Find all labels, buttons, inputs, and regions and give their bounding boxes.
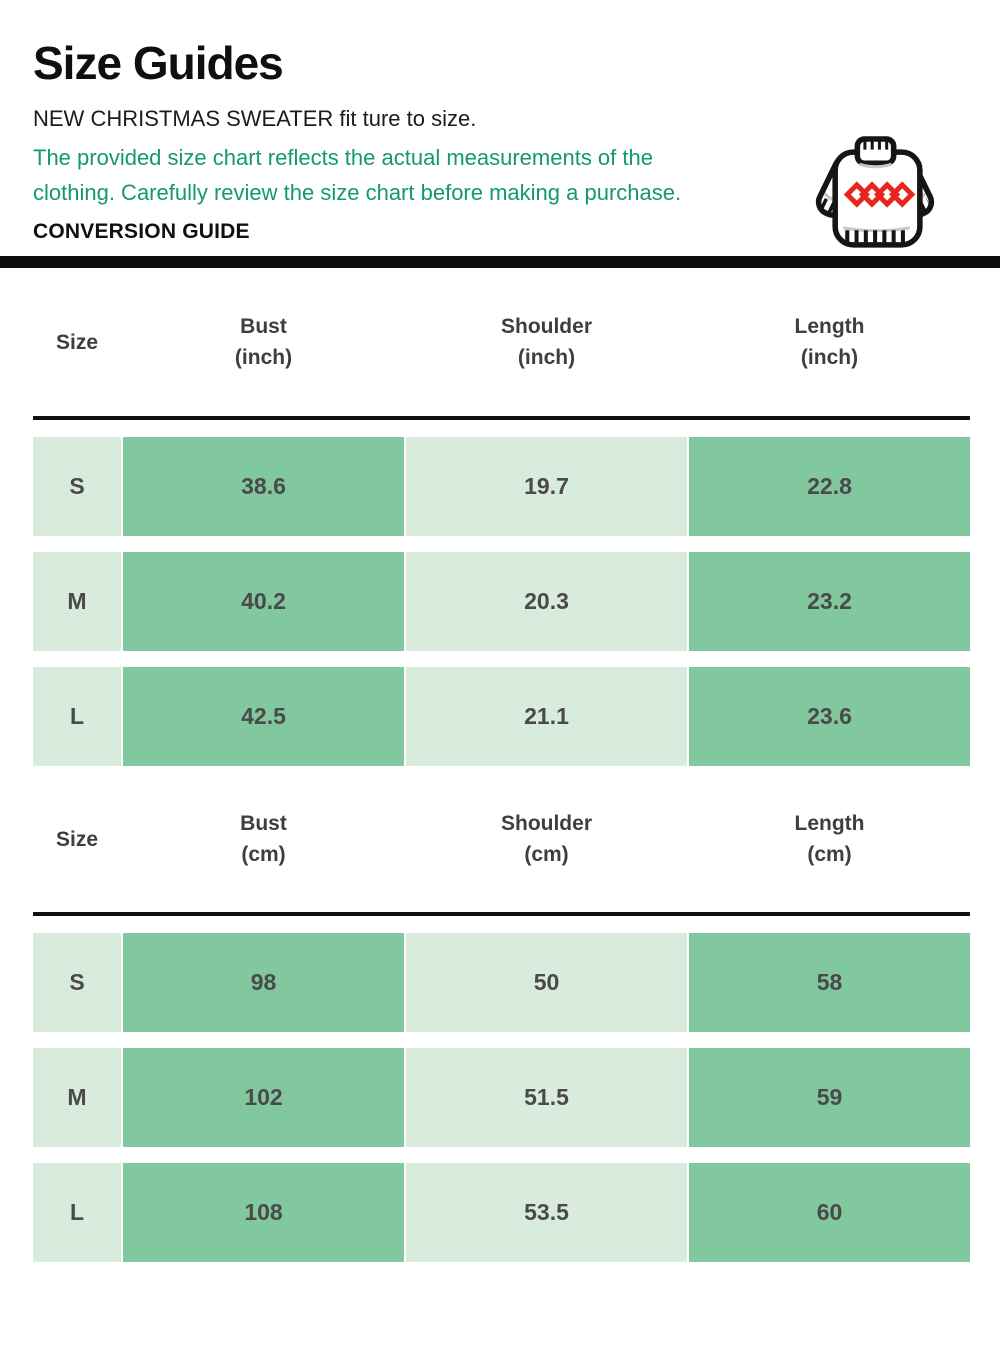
column-header-shoulder: Shoulder (cm)	[406, 808, 687, 870]
shoulder-cell: 53.5	[406, 1163, 687, 1262]
table-row: S 98 50 58	[33, 933, 970, 1032]
shoulder-cell: 50	[406, 933, 687, 1032]
table-row: L 108 53.5 60	[33, 1163, 970, 1262]
column-header-bust: Bust (cm)	[123, 808, 404, 870]
size-cell: L	[33, 667, 121, 766]
table-row: L 42.5 21.1 23.6	[33, 667, 970, 766]
column-header-size: Size	[55, 330, 99, 354]
size-cell: L	[33, 1163, 121, 1262]
size-table-inch: Size Bust (inch) Shoulder (inch) Length …	[0, 268, 1000, 766]
unit-label: (inch)	[800, 346, 859, 369]
bust-cell: 102	[123, 1048, 404, 1147]
size-cell: S	[33, 933, 121, 1032]
christmas-sweater-icon	[801, 134, 949, 260]
length-cell: 22.8	[689, 437, 970, 536]
column-header-bust: Bust (inch)	[123, 311, 404, 373]
section-divider	[0, 256, 1000, 268]
conversion-guide-label: CONVERSION GUIDE	[33, 220, 250, 243]
column-header-length: Length (inch)	[689, 311, 970, 373]
unit-label: (inch)	[234, 346, 293, 369]
column-header-size: Size	[55, 827, 99, 851]
table-row: S 38.6 19.7 22.8	[33, 437, 970, 536]
size-table-cm: Size Bust (cm) Shoulder (cm) Length (cm)…	[0, 766, 1000, 1262]
length-cell: 23.2	[689, 552, 970, 651]
column-header-shoulder: Shoulder (inch)	[406, 311, 687, 373]
unit-label: (cm)	[807, 843, 852, 866]
length-cell: 60	[689, 1163, 970, 1262]
table-header-row: Size Bust (inch) Shoulder (inch) Length …	[33, 268, 970, 416]
table-body: S 38.6 19.7 22.8 M 40.2 20.3 23.2 L 42.5…	[33, 437, 970, 766]
length-cell: 23.6	[689, 667, 970, 766]
shoulder-cell: 51.5	[406, 1048, 687, 1147]
shoulder-cell: 20.3	[406, 552, 687, 651]
bust-cell: 40.2	[123, 552, 404, 651]
column-header-length: Length (cm)	[689, 808, 970, 870]
table-body: S 98 50 58 M 102 51.5 59 L 108 53.5 60	[33, 933, 970, 1262]
bust-cell: 38.6	[123, 437, 404, 536]
header-underline	[33, 912, 970, 916]
size-cell: S	[33, 437, 121, 536]
bust-cell: 108	[123, 1163, 404, 1262]
header-underline	[33, 416, 970, 420]
product-fit-note: NEW CHRISTMAS SWEATER fit ture to size.	[33, 106, 477, 131]
size-chart-description: The provided size chart reflects the act…	[33, 145, 682, 205]
page-title: Size Guides	[33, 37, 284, 89]
header-section: Size Guides NEW CHRISTMAS SWEATER fit tu…	[0, 38, 1000, 245]
size-cell: M	[33, 552, 121, 651]
bust-cell: 98	[123, 933, 404, 1032]
size-cell: M	[33, 1048, 121, 1147]
unit-label: (cm)	[524, 843, 569, 866]
shoulder-cell: 21.1	[406, 667, 687, 766]
length-cell: 59	[689, 1048, 970, 1147]
table-row: M 102 51.5 59	[33, 1048, 970, 1147]
unit-label: (cm)	[241, 843, 286, 866]
table-row: M 40.2 20.3 23.2	[33, 552, 970, 651]
unit-label: (inch)	[517, 346, 576, 369]
shoulder-cell: 19.7	[406, 437, 687, 536]
table-header-row: Size Bust (cm) Shoulder (cm) Length (cm)	[33, 766, 970, 912]
bust-cell: 42.5	[123, 667, 404, 766]
length-cell: 58	[689, 933, 970, 1032]
